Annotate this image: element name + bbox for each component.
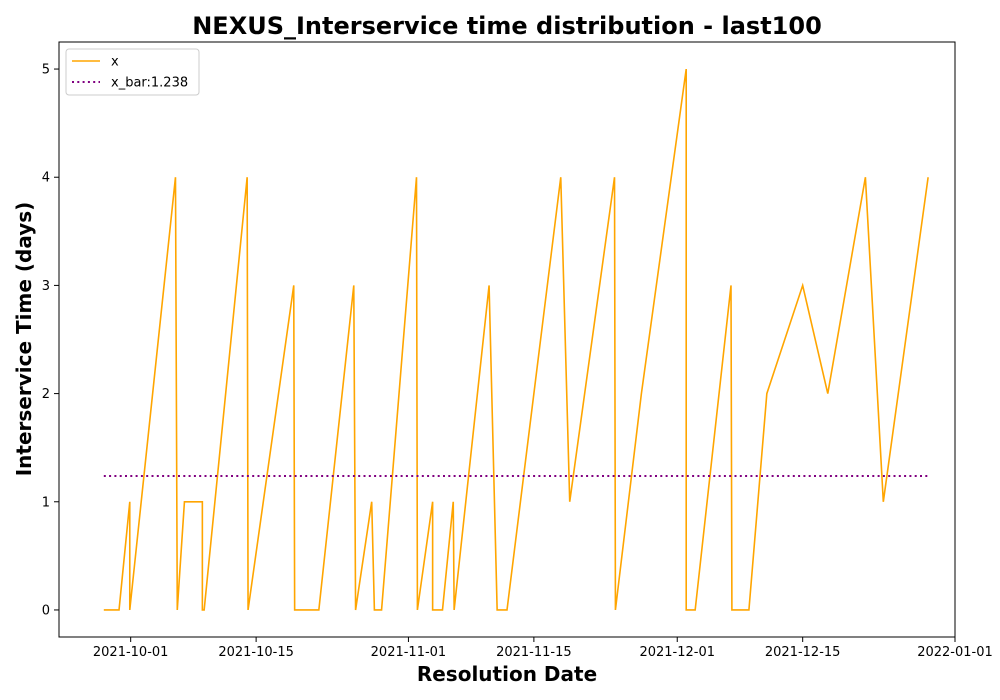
y-tick-label: 5 [42,63,50,78]
series-line-x [103,68,929,611]
y-axis-label: Interservice Time (days) [12,202,36,477]
x-tick-label: 2021-12-01 [639,645,715,660]
y-tick-label: 3 [42,279,50,294]
y-tick-label: 4 [42,171,50,186]
y-tick-label: 2 [42,387,50,402]
plot-area-frame [58,41,956,638]
y-axis-ticks: 0 1 2 3 4 5 [42,63,59,618]
legend-label: x [111,55,119,70]
chart-title: NEXUS_Interservice time distribution - l… [192,12,822,40]
x-tick-label: 2021-11-01 [371,645,447,660]
x-tick-label: 2021-10-01 [93,645,169,660]
x-tick-label: 2022-01-01 [917,645,993,660]
x-axis-ticks: 2021-10-01 2021-10-15 2021-11-01 2021-11-15… [93,637,993,660]
x-tick-label: 2021-12-15 [765,645,841,660]
legend: x x_bar:1.238 [65,48,200,96]
x-tick-label: 2021-11-15 [496,645,572,660]
x-axis-label: Resolution Date [417,662,597,686]
x-tick-label: 2021-10-15 [218,645,294,660]
legend-label: x_bar:1.238 [111,76,188,91]
series-layer [103,68,929,611]
y-tick-label: 1 [42,495,50,510]
y-tick-label: 0 [42,603,50,618]
